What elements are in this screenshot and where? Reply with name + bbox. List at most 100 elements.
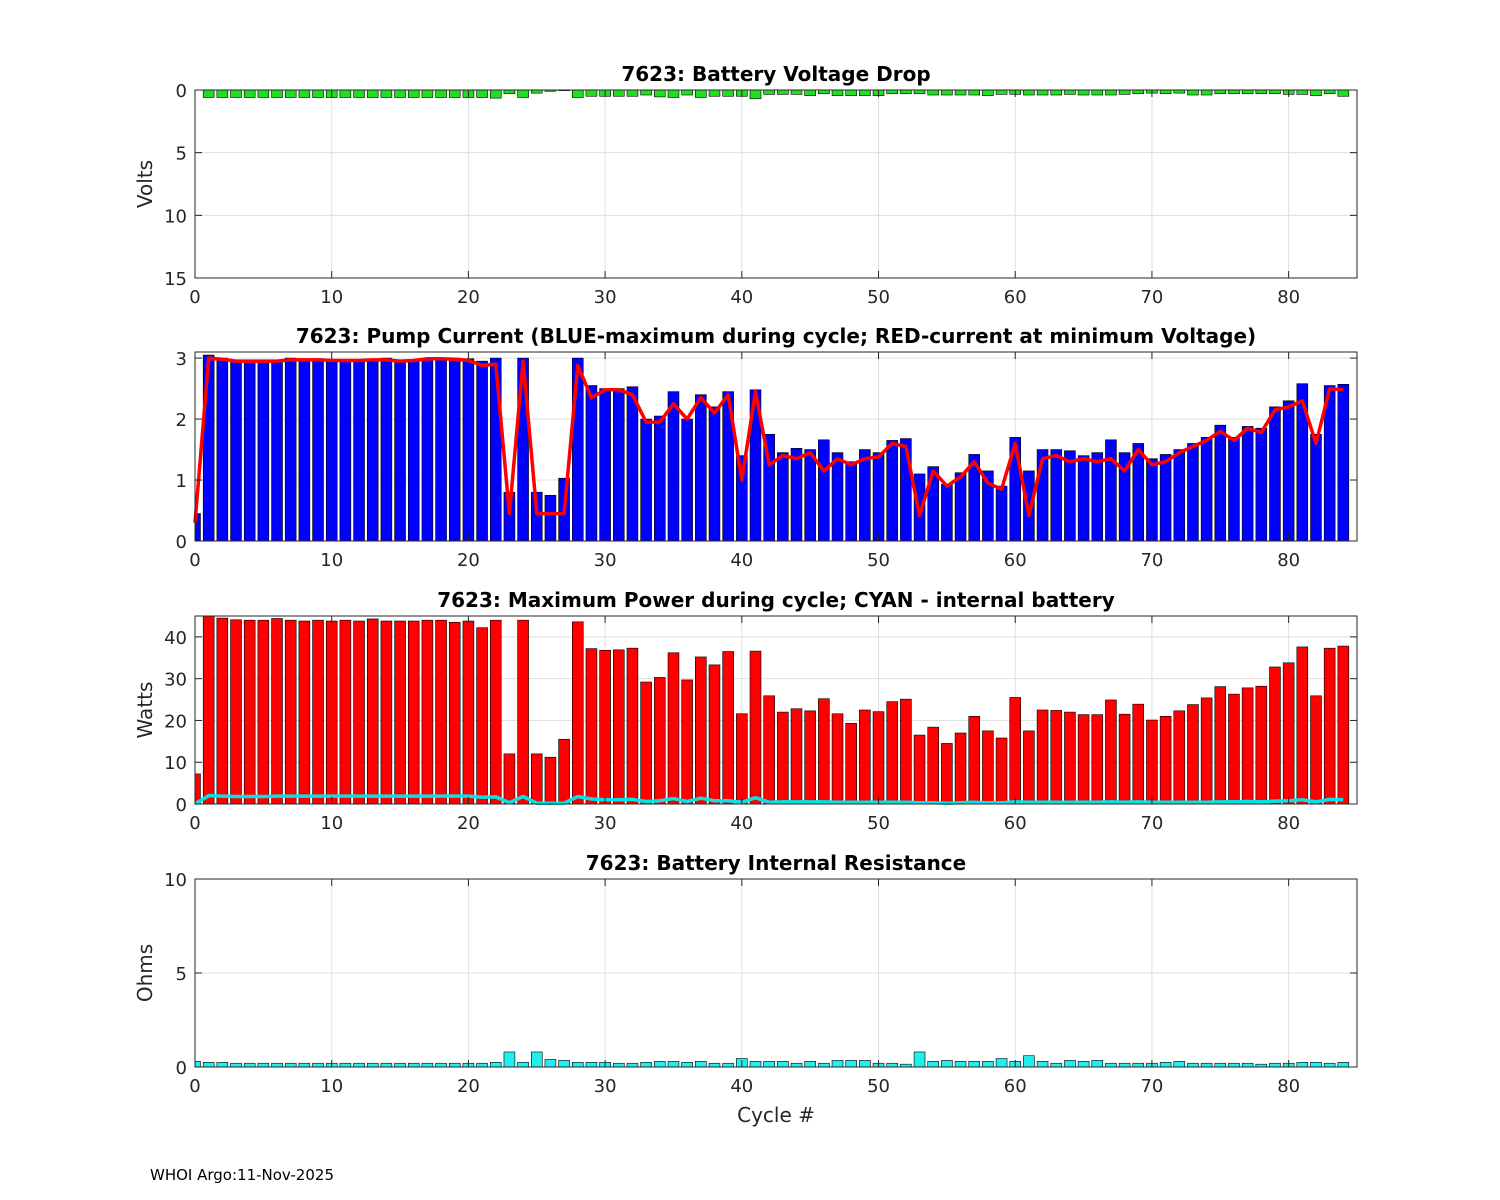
bar: [613, 89, 625, 97]
bar: [845, 723, 857, 805]
bar: [407, 89, 420, 98]
x-tick-label: 20: [457, 287, 480, 308]
bar: [558, 1060, 570, 1068]
bar: [749, 89, 762, 100]
bar: [859, 449, 871, 542]
x-tick-label: 50: [867, 287, 890, 308]
footer-credit: WHOI Argo:11-Nov-2025: [150, 1166, 334, 1184]
bar: [1214, 686, 1227, 805]
bar: [1214, 1062, 1227, 1068]
y-tick-label: 0: [176, 532, 187, 553]
x-tick-label: 80: [1277, 550, 1300, 571]
bar: [695, 394, 707, 542]
bar: [613, 1062, 625, 1068]
bar: [1173, 449, 1186, 542]
bar: [353, 359, 365, 542]
bar: [804, 710, 816, 805]
bar: [366, 618, 379, 805]
y-tick-label: 0: [176, 1058, 187, 1079]
x-tick-label: 40: [730, 550, 753, 571]
bar: [243, 619, 256, 805]
bar: [982, 1061, 994, 1068]
bar: [1269, 1062, 1281, 1068]
bar: [859, 709, 871, 805]
bar: [1146, 719, 1158, 805]
bar: [818, 698, 830, 805]
bar: [544, 1059, 557, 1068]
bar: [243, 359, 256, 542]
bar: [995, 1058, 1008, 1068]
bar: [763, 695, 775, 805]
bar: [448, 1062, 461, 1068]
bar: [1118, 713, 1131, 805]
bar: [982, 730, 994, 805]
bar: [421, 1062, 434, 1068]
bar: [1269, 666, 1281, 805]
bar: [613, 388, 625, 542]
y-tick-label: 40: [164, 628, 187, 649]
bar: [202, 1062, 215, 1068]
bar: [1105, 699, 1117, 805]
bar: [1337, 645, 1350, 805]
bar: [913, 1051, 926, 1068]
bar: [353, 620, 365, 805]
x-tick-label: 30: [594, 1076, 617, 1097]
bar: [927, 1061, 939, 1068]
bar: [202, 354, 215, 542]
bar: [831, 89, 844, 96]
bar: [1050, 710, 1063, 805]
x-tick-label: 70: [1140, 813, 1163, 834]
bar: [790, 448, 803, 542]
bar: [845, 1060, 857, 1068]
bar: [394, 1062, 406, 1068]
bar: [339, 89, 352, 98]
bar: [448, 621, 461, 805]
x-tick-label: 0: [189, 550, 200, 571]
bar: [1023, 1055, 1035, 1068]
bar: [1050, 449, 1063, 542]
bar: [667, 89, 680, 98]
chart-panel-4: 0 10 20 30 40 50 60 70 80 0 5 10 7623: Battery Inter…: [133, 851, 1358, 1127]
bar: [845, 461, 857, 542]
bar: [353, 89, 365, 98]
bar: [380, 620, 393, 805]
y-tick-label: 2: [176, 410, 187, 431]
bar: [790, 89, 803, 95]
bar: [818, 89, 830, 95]
bar: [1255, 685, 1268, 805]
y-tick-label: 20: [164, 711, 187, 732]
bar: [1036, 89, 1049, 96]
bar: [1200, 89, 1213, 96]
bar: [900, 89, 912, 95]
bar: [1118, 89, 1131, 95]
bar: [1132, 703, 1145, 805]
bar: [271, 89, 283, 98]
bar: [585, 89, 598, 97]
bar: [667, 1061, 680, 1068]
bar: [1200, 697, 1213, 805]
bar: [284, 89, 297, 98]
bar: [325, 359, 338, 542]
bar: [708, 89, 721, 97]
bar: [1310, 1062, 1322, 1068]
bar: [462, 620, 475, 805]
bar: [257, 359, 270, 542]
x-tick-label: 80: [1277, 1076, 1300, 1097]
bar: [312, 89, 324, 98]
bar: [353, 1062, 365, 1068]
bar: [1132, 1062, 1145, 1068]
x-tick-label: 0: [189, 813, 200, 834]
axes-box: [194, 89, 1358, 279]
bar: [1159, 715, 1172, 805]
bar: [1023, 730, 1035, 805]
bar: [380, 357, 393, 542]
bar: [886, 1062, 898, 1068]
bar: [462, 358, 475, 542]
bar: [339, 1062, 352, 1068]
bar: [681, 89, 693, 96]
bar: [284, 1062, 297, 1068]
bar: [1214, 89, 1227, 95]
bar: [886, 440, 898, 542]
bar: [435, 357, 447, 542]
